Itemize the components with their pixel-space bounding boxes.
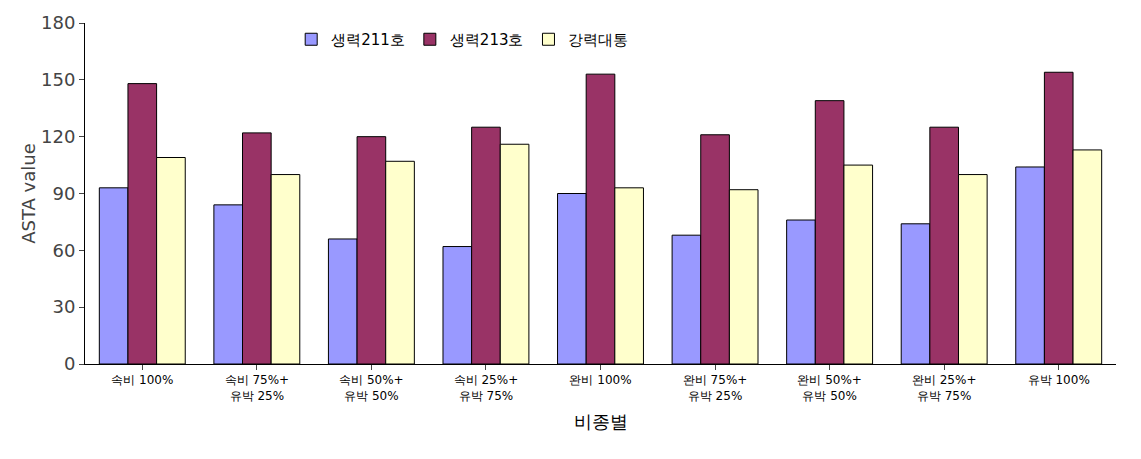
svg-text:유박 100%: 유박 100% (1028, 373, 1090, 387)
svg-text:생력211호: 생력211호 (331, 31, 405, 49)
svg-text:150: 150 (41, 69, 75, 90)
svg-text:60: 60 (52, 240, 75, 261)
svg-text:0: 0 (64, 353, 75, 374)
svg-text:속비 100%: 속비 100% (111, 373, 173, 387)
svg-text:생력213호: 생력213호 (450, 31, 524, 49)
svg-text:비종별: 비종별 (574, 411, 628, 432)
svg-text:완비 100%: 완비 100% (569, 373, 631, 387)
svg-text:완비 50%+유박 50%: 완비 50%+유박 50% (797, 373, 862, 403)
svg-text:180: 180 (41, 12, 75, 33)
svg-text:90: 90 (52, 183, 75, 204)
svg-text:완비 75%+유박 25%: 완비 75%+유박 25% (683, 373, 748, 403)
svg-text:속비 25%+유박 75%: 속비 25%+유박 75% (454, 373, 519, 403)
svg-text:완비 25%+유박 75%: 완비 25%+유박 75% (912, 373, 977, 403)
svg-text:ASTA value: ASTA value (18, 143, 39, 244)
svg-text:속비 50%+유박 50%: 속비 50%+유박 50% (339, 373, 404, 403)
svg-text:강력대통: 강력대통 (568, 31, 628, 49)
svg-text:120: 120 (41, 126, 75, 147)
svg-text:30: 30 (52, 296, 75, 317)
svg-text:속비 75%+유박 25%: 속비 75%+유박 25% (225, 373, 290, 403)
